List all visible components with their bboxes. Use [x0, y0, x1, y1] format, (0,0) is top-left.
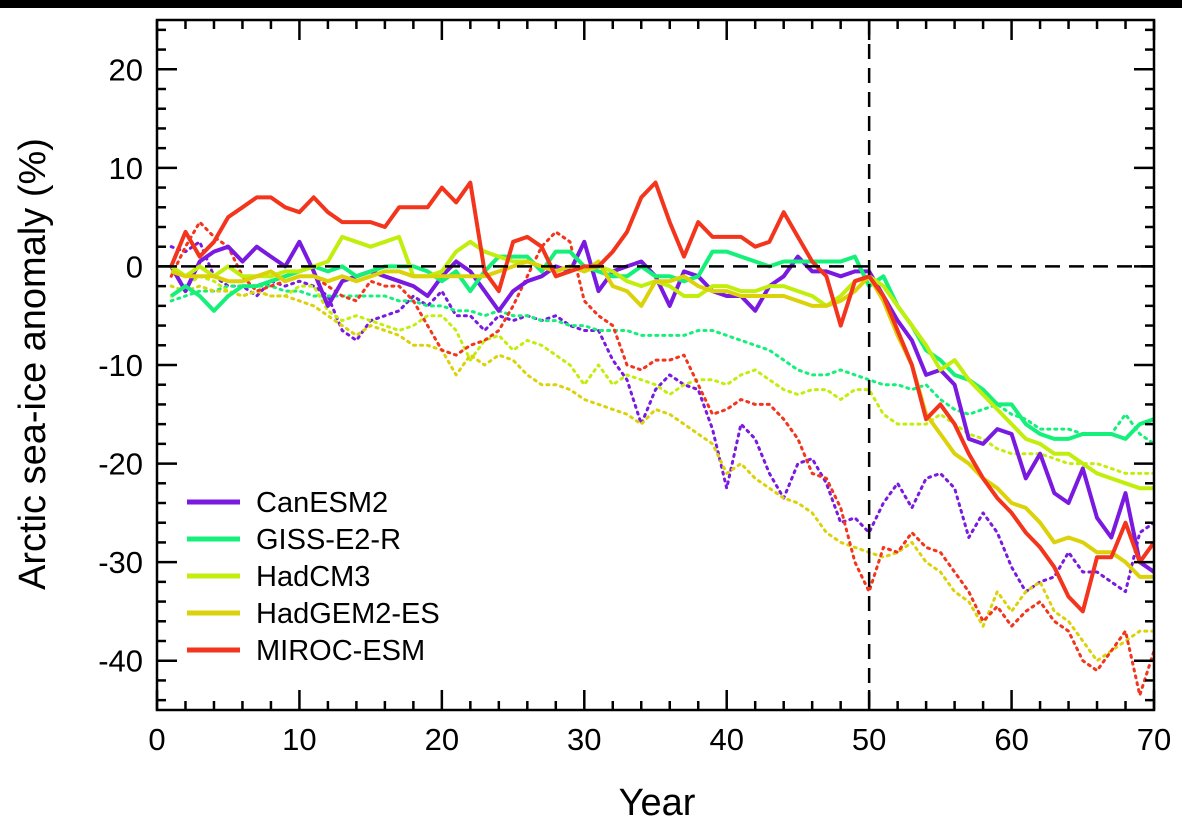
x-tick-label: 20: [425, 722, 459, 757]
y-tick-label: 10: [109, 151, 143, 186]
data-layer: [169, 180, 1154, 697]
legend-label: GISS-E2-R: [256, 524, 401, 556]
legend-label: CanESM2: [256, 487, 388, 519]
series-hadgem2-es-solid-line: [170, 259, 1154, 579]
y-tick-label: -30: [98, 545, 143, 580]
x-tick-label: 50: [852, 722, 886, 757]
series-miroc-esm-solid-line: [169, 180, 1154, 614]
legend-label: HadCM3: [256, 561, 370, 593]
y-tick-label: -20: [98, 447, 143, 482]
legend-label: HadGEM2-ES: [256, 598, 440, 630]
y-tick-label: 0: [126, 249, 143, 284]
x-tick-label: 30: [567, 722, 601, 757]
legend-item-canesm2: CanESM2: [187, 487, 388, 519]
x-tick-label: 0: [148, 722, 165, 757]
x-tick-label: 60: [994, 722, 1028, 757]
x-tick-label: 40: [709, 722, 743, 757]
y-axis-title: Arctic sea-ice anomaly (%): [12, 138, 54, 590]
legend-item-giss-e2-r: GISS-E2-R: [187, 524, 401, 556]
top-black-bar: [0, 0, 1182, 8]
series-hadcm3-solid-line: [170, 234, 1154, 491]
x-tick-label: 70: [1137, 722, 1171, 757]
series-giss-e2-r-solid-line: [170, 249, 1154, 441]
plot-area: [157, 20, 1154, 710]
series-canesm2-dotted-line: [169, 240, 1154, 594]
series-hadcm3-dotted-line: [169, 274, 1154, 475]
y-tick-label: -40: [98, 644, 143, 679]
legend-label: MIROC-ESM: [256, 635, 425, 667]
x-axis-title: Year: [619, 782, 696, 824]
legend-item-miroc-esm: MIROC-ESM: [187, 635, 425, 667]
y-tick-label: -10: [98, 348, 143, 383]
y-tick-label: 20: [109, 52, 143, 87]
legend: CanESM2 GISS-E2-R HadCM3 HadGEM2-ES MIROC-ES…: [187, 487, 440, 667]
legend-item-hadcm3: HadCM3: [187, 561, 370, 593]
x-tick-label: 10: [282, 722, 316, 757]
axes: 0 10 20 30 40 50 60 70 -40 -30 -20 -10 0 10 20: [98, 18, 1171, 757]
series-canesm2-solid-line: [169, 239, 1154, 574]
legend-item-hadgem2-es: HadGEM2-ES: [187, 598, 440, 630]
series-hadgem2-es-dotted-line: [169, 284, 1154, 663]
